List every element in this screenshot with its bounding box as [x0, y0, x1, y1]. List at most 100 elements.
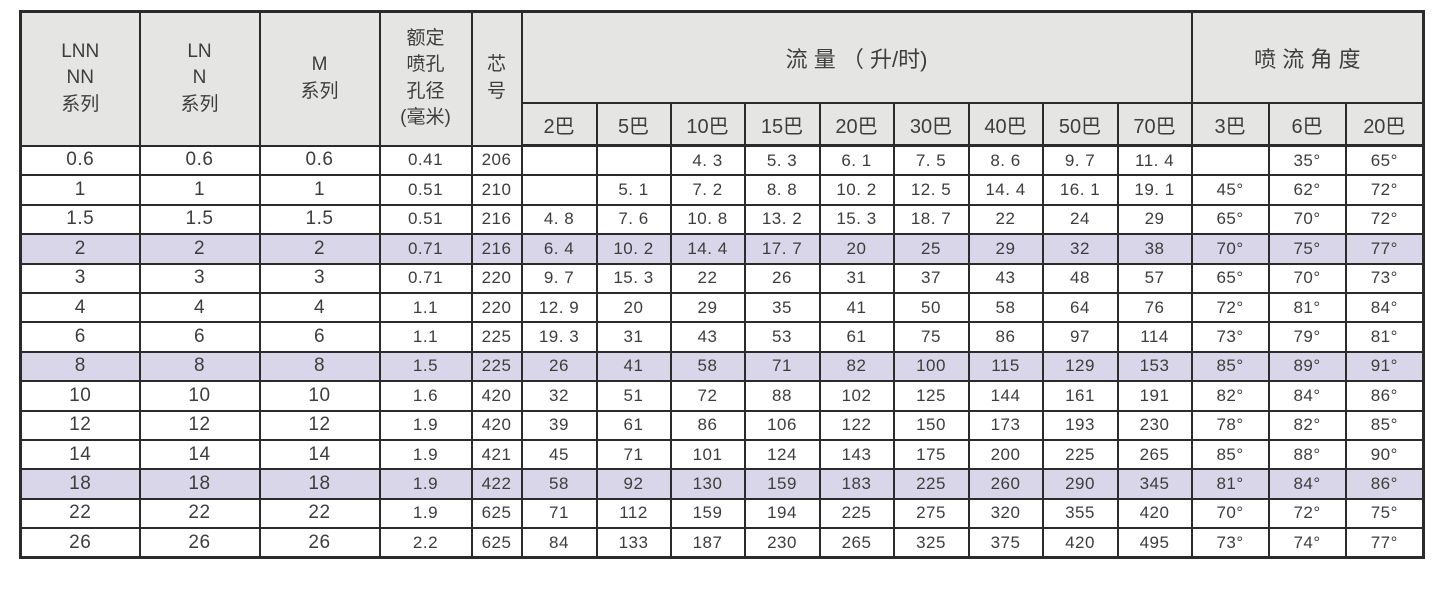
flow-cell: 115 [967, 350, 1044, 383]
nozzle-spec-table: LNN NN 系列 LN N 系列 M 系列 额定 喷孔 孔径 (毫米) 芯 号… [19, 10, 1426, 560]
flow-cell: 13. 2 [743, 203, 821, 236]
flow-cell: 133 [595, 527, 672, 559]
series-cell: 26 [138, 527, 261, 559]
angle-cell: 82° [1190, 380, 1270, 412]
angle-cell: 81° [1267, 291, 1347, 324]
table-row: 22 22 22 1.9 625 71 112 159 194 225 275 320 355 420 70… [19, 497, 1425, 530]
flow-cell: 187 [669, 527, 746, 559]
flow-cell: 17. 7 [743, 233, 821, 265]
header-lnn-nn-series: LNN NN 系列 [19, 10, 141, 147]
core-cell: 420 [470, 380, 523, 412]
table-row: 1 1 1 0.51 210 5. 1 7. 2 8. 8 10. 2 12. 5 14. 4 16.… [19, 174, 1425, 206]
flow-cell: 61 [595, 409, 672, 441]
flow-cell: 45 [520, 438, 598, 471]
table-row: 18 18 18 1.9 422 58 92 130 159 183 225 260 290 345 81°… [19, 468, 1425, 500]
table-row: 3 3 3 0.71 220 9. 7 15. 3 22 26 31 37 43 48 57 65° 70° 7… [19, 262, 1425, 294]
flow-cell: 50 [892, 291, 970, 324]
angle-cell: 70° [1267, 203, 1347, 236]
flow-cell: 290 [1041, 468, 1119, 500]
flow-cell: 275 [892, 497, 970, 530]
series-cell: 3 [19, 262, 141, 294]
flow-cell: 8. 8 [743, 174, 821, 206]
flow-cell: 31 [595, 321, 672, 353]
series-cell: 0.6 [258, 144, 381, 177]
series-cell: 18 [258, 468, 381, 500]
flow-cell: 29 [1116, 203, 1193, 236]
flow-cell: 32 [520, 380, 598, 412]
flow-cell: 31 [818, 262, 895, 294]
angle-cell [1190, 144, 1270, 177]
core-cell: 421 [470, 438, 523, 471]
flow-cell: 122 [818, 409, 895, 441]
header-pressure-row: 2巴 5巴 10巴 15巴 20巴 30巴 40巴 50巴 70巴 3巴 6巴 … [21, 102, 1425, 147]
series-cell: 12 [138, 409, 261, 441]
flow-cell: 325 [892, 527, 970, 559]
flow-cell: 71 [743, 350, 821, 383]
flow-cell: 26 [520, 350, 598, 383]
core-cell: 206 [470, 144, 523, 177]
angle-cell: 79° [1267, 321, 1347, 353]
flow-cell: 12. 9 [520, 291, 598, 324]
flow-cell: 161 [1041, 380, 1119, 412]
flow-cell: 97 [1041, 321, 1119, 353]
flow-cell [520, 144, 598, 177]
flow-cell: 41 [818, 291, 895, 324]
flow-cell: 29 [669, 291, 746, 324]
flow-cell: 4. 8 [520, 203, 598, 236]
flow-cell: 143 [818, 438, 895, 471]
series-cell: 2 [138, 233, 261, 265]
series-cell: 4 [19, 291, 141, 324]
angle-cell: 35° [1267, 144, 1347, 177]
angle-cell: 72° [1344, 174, 1425, 206]
flow-cell: 153 [1116, 350, 1193, 383]
flow-cell: 495 [1116, 527, 1193, 559]
header-flow-group: 流 量 （ 升/时) [520, 10, 1193, 104]
flow-cell: 82 [818, 350, 895, 383]
series-cell: 10 [19, 380, 141, 412]
diameter-cell: 1.1 [378, 291, 473, 324]
diameter-cell: 1.5 [378, 350, 473, 383]
flow-cell: 159 [743, 468, 821, 500]
flow-cell: 92 [595, 468, 672, 500]
flow-cell: 10. 2 [595, 233, 672, 265]
angle-cell: 91° [1344, 350, 1425, 383]
series-cell: 22 [258, 497, 381, 530]
diameter-cell: 1.1 [378, 321, 473, 353]
flow-cell: 5. 1 [595, 174, 672, 206]
table-row: 2 2 2 0.71 216 6. 4 10. 2 14. 4 17. 7 20 25 29 32 38 7… [19, 233, 1425, 265]
series-cell: 1.5 [19, 203, 141, 236]
flow-cell: 32 [1041, 233, 1119, 265]
series-cell: 12 [19, 409, 141, 441]
series-cell: 6 [258, 321, 381, 353]
series-cell: 12 [258, 409, 381, 441]
angle-cell: 82° [1267, 409, 1347, 441]
flow-cell: 75 [892, 321, 970, 353]
flow-cell: 150 [892, 409, 970, 441]
flow-cell: 420 [1041, 527, 1119, 559]
flow-cell: 14. 4 [669, 233, 746, 265]
angle-cell: 73° [1190, 321, 1270, 353]
diameter-cell: 2.2 [378, 527, 473, 559]
header-flow-2bar: 2巴 [520, 102, 598, 147]
core-cell: 216 [470, 233, 523, 265]
flow-cell: 20 [595, 291, 672, 324]
flow-cell: 58 [669, 350, 746, 383]
flow-cell: 43 [967, 262, 1044, 294]
flow-cell: 84 [520, 527, 598, 559]
angle-cell: 74° [1267, 527, 1347, 559]
angle-cell: 84° [1267, 468, 1347, 500]
flow-cell: 193 [1041, 409, 1119, 441]
flow-cell: 72 [669, 380, 746, 412]
flow-cell: 38 [1116, 233, 1193, 265]
table-row: 0.6 0.6 0.6 0.41 206 4. 3 5. 3 6. 1 7. 5 8. 6 9. 7… [19, 144, 1425, 177]
series-cell: 6 [19, 321, 141, 353]
flow-cell [520, 174, 598, 206]
diameter-cell: 0.71 [378, 262, 473, 294]
flow-cell: 25 [892, 233, 970, 265]
flow-cell: 15. 3 [818, 203, 895, 236]
flow-cell: 29 [967, 233, 1044, 265]
diameter-cell: 0.41 [378, 144, 473, 177]
flow-cell: 71 [595, 438, 672, 471]
flow-cell: 11. 4 [1116, 144, 1193, 177]
flow-cell: 20 [818, 233, 895, 265]
